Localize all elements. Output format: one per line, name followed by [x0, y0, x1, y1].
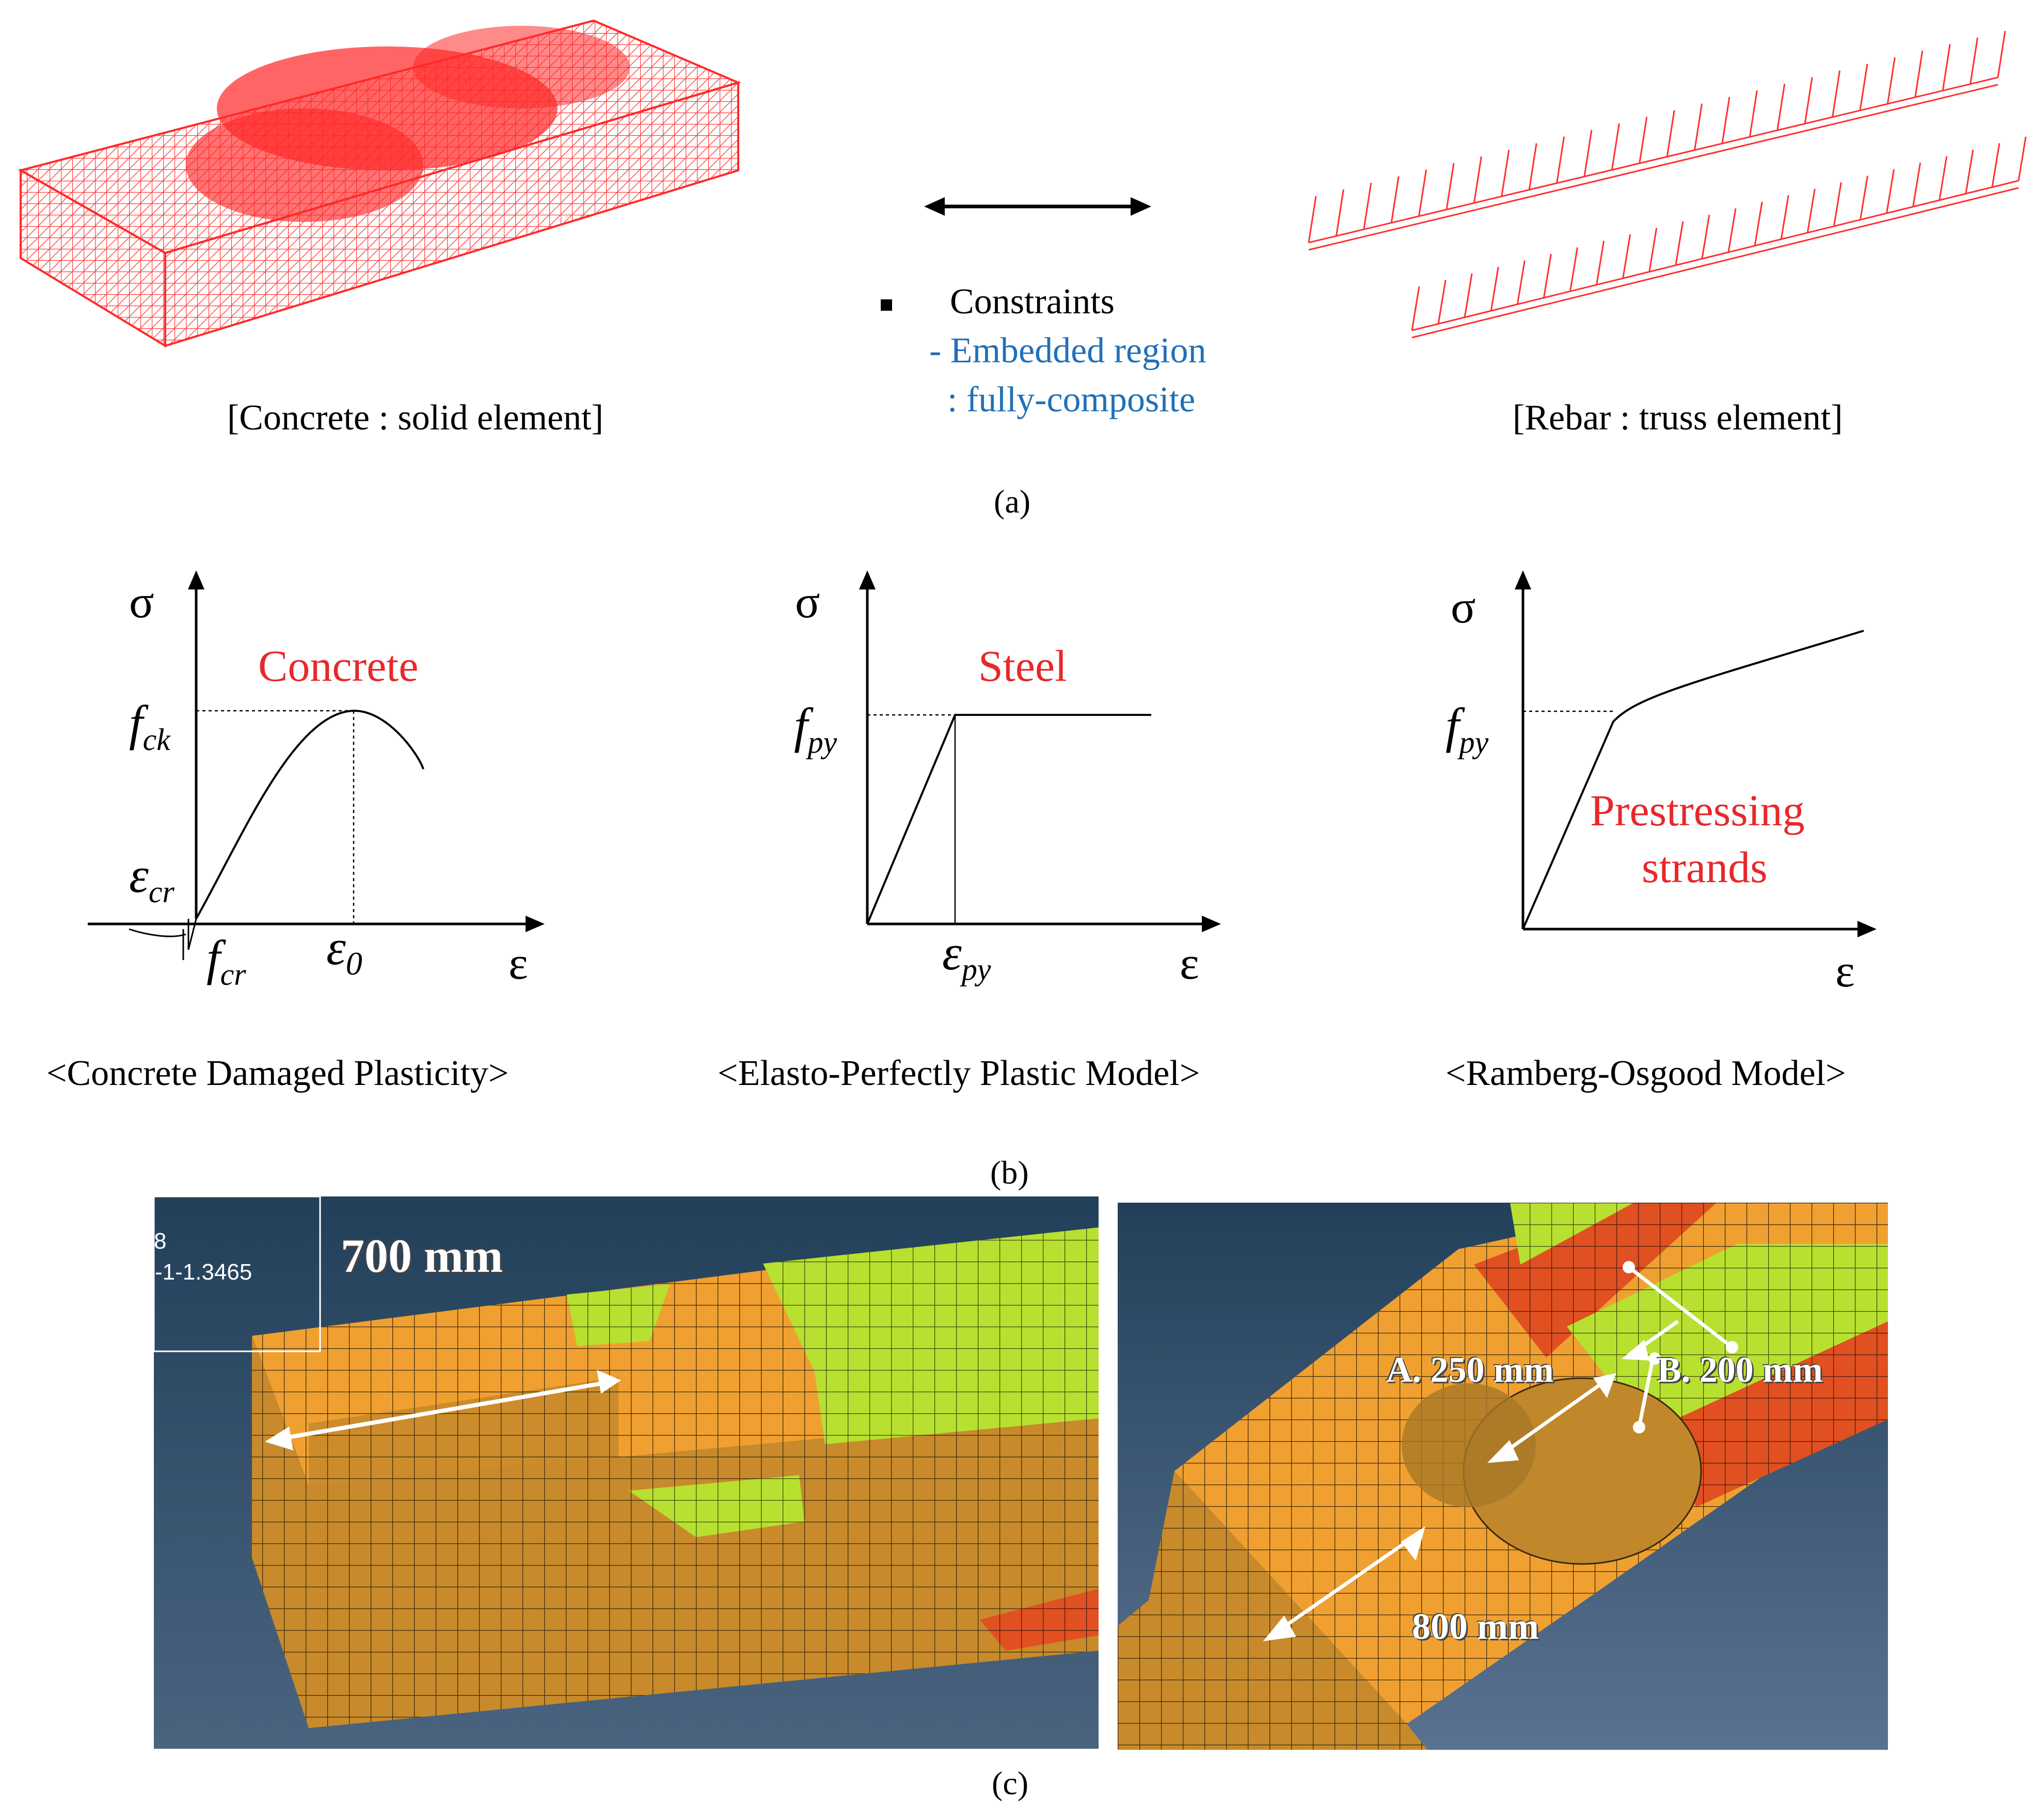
steel-title: Steel — [978, 641, 1067, 691]
concrete-ecr: εcr — [129, 847, 174, 910]
constraints-embedded: - Embedded region — [929, 330, 1206, 372]
concrete-mesh — [18, 19, 741, 348]
ecr-sub: cr — [148, 875, 174, 909]
concrete-e0: ε0 — [326, 919, 362, 983]
rebar-truss — [1308, 30, 2027, 339]
constraints-bullet — [881, 299, 892, 311]
fck-symbol: f — [129, 695, 143, 751]
fcr-symbol: f — [207, 930, 220, 985]
panel-c-label: (c) — [992, 1765, 1029, 1801]
panel-b-label: (b) — [990, 1154, 1029, 1191]
fck-sub: ck — [142, 723, 170, 757]
epy-symbol: ε — [942, 925, 962, 980]
concrete-fcr: fcr — [207, 929, 246, 993]
concrete-epsilon-axis: ε — [509, 938, 528, 989]
constraints-composite: : fully-composite — [947, 380, 1196, 420]
double-arrow — [924, 197, 1151, 216]
concrete-fck: fck — [129, 694, 170, 758]
dim-700mm: 700 mm — [341, 1230, 503, 1282]
strands-fpy-sub: py — [1459, 725, 1489, 760]
dim-800mm: 800 mm — [1412, 1606, 1539, 1647]
concrete-chart — [88, 570, 545, 960]
rebar-caption: [Rebar : truss element] — [1513, 398, 1843, 438]
strands-chart — [1515, 570, 1877, 937]
steel-fpy-symbol: f — [794, 698, 808, 753]
steel-fpy: fpy — [794, 697, 837, 760]
fe-model-right — [1118, 1203, 1888, 1750]
e0-symbol: ε — [326, 920, 346, 975]
strands-fpy: fpy — [1446, 697, 1488, 760]
constraints-heading: Constraints — [950, 282, 1115, 322]
constraints-line1: - Embedded region — [929, 331, 1206, 371]
steel-epy: εpy — [942, 924, 991, 987]
steel-epsilon-axis: ε — [1180, 938, 1199, 989]
fcr-sub: cr — [220, 957, 246, 992]
legend-line2: -1-1.3465 — [155, 1259, 252, 1285]
concrete-caption: <Concrete Damaged Plasticity> — [46, 1053, 509, 1093]
strands-caption: <Ramberg-Osgood Model> — [1446, 1053, 1846, 1093]
epy-sub: py — [961, 952, 991, 987]
steel-fpy-sub: py — [807, 725, 837, 760]
panel-a-label: (a) — [994, 483, 1031, 520]
concrete-sigma-label: σ — [129, 577, 154, 628]
legend-line1: 8 — [154, 1228, 167, 1254]
steel-caption: <Elasto-Perfectly Plastic Model> — [718, 1053, 1200, 1093]
steel-chart — [859, 570, 1221, 932]
dim-b-200mm: B. 200 mm — [1657, 1350, 1823, 1390]
strands-fpy-symbol: f — [1446, 698, 1459, 753]
ecr-symbol: ε — [129, 848, 149, 903]
dim-a-250mm: A. 250 mm — [1386, 1350, 1554, 1390]
e0-sub: 0 — [345, 945, 362, 982]
strands-sigma-label: σ — [1451, 582, 1476, 633]
steel-sigma-label: σ — [795, 577, 820, 628]
concrete-title: Concrete — [258, 641, 419, 691]
strands-epsilon-axis: ε — [1835, 946, 1855, 997]
fe-model-left — [154, 1196, 1099, 1749]
strands-title-line1: Prestressing — [1590, 786, 1805, 835]
strands-title-line2: strands — [1642, 842, 1768, 892]
concrete-caption: [Concrete : solid element] — [227, 398, 603, 438]
